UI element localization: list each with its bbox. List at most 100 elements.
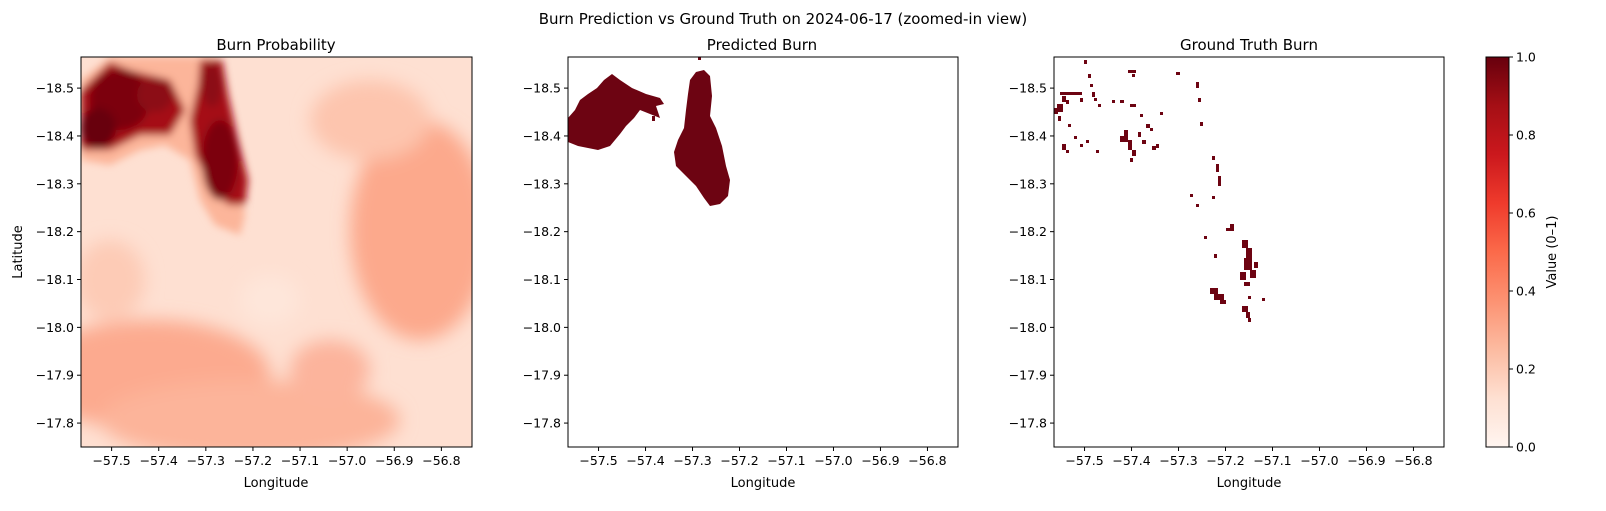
p2-xtick-label: −56.8 bbox=[908, 453, 946, 468]
p3-xtick-label: −57.1 bbox=[1253, 453, 1291, 468]
colorbar: 0.0 0.2 0.4 0.6 0.8 1.0 Value (0–1) bbox=[1485, 50, 1560, 455]
colorbar-ticks: 0.0 0.2 0.4 0.6 0.8 1.0 bbox=[1509, 50, 1536, 455]
panel2-title: Predicted Burn bbox=[707, 36, 817, 54]
panel-ground-truth-burn: Ground Truth Burn −57.5 −57.4 −57.3 −57.2 −5… bbox=[1009, 36, 1445, 491]
p3-ytick-label: −18.0 bbox=[1009, 320, 1047, 335]
panel-predicted-burn: Predicted Burn −57.5 −57.4 −57.3 −57.2 −57.1… bbox=[523, 36, 959, 491]
ground-truth-burn-pixel bbox=[1080, 98, 1083, 102]
p1-xtick-label: −57.2 bbox=[234, 453, 272, 468]
ground-truth-burn-pixel bbox=[1074, 92, 1078, 95]
p3-ytick-label: −18.3 bbox=[1009, 176, 1047, 191]
p1-ytick-label: −18.5 bbox=[36, 81, 74, 96]
ground-truth-burn-pixel bbox=[1200, 122, 1203, 126]
p3-xtick-label: −57.2 bbox=[1206, 453, 1244, 468]
ground-truth-burn-pixel bbox=[1090, 84, 1093, 87]
p3-ytick-label: −18.5 bbox=[1009, 81, 1047, 96]
ground-truth-burn-pixel bbox=[1214, 294, 1224, 300]
panel3-title: Ground Truth Burn bbox=[1180, 36, 1318, 54]
ground-truth-burn-pixel bbox=[1066, 100, 1069, 104]
p1-xtick-label: −57.0 bbox=[328, 453, 366, 468]
ground-truth-burn-pixel bbox=[1160, 112, 1163, 115]
ground-truth-burn-pixel bbox=[1140, 114, 1143, 117]
colorbar-tick-label: 0.4 bbox=[1516, 284, 1536, 299]
panel2-ticks: −57.5 −57.4 −57.3 −57.2 −57.1 −57.0 −56.9 −56.8… bbox=[523, 81, 947, 468]
p2-ytick-label: −17.9 bbox=[523, 368, 561, 383]
ground-truth-burn-pixel bbox=[1088, 74, 1091, 78]
panel1-xlabel: Longitude bbox=[244, 476, 309, 491]
ground-truth-burn-pixel bbox=[1094, 98, 1097, 101]
ground-truth-burn-pixel bbox=[1120, 136, 1128, 142]
p2-ytick-label: −18.5 bbox=[523, 81, 561, 96]
p1-ytick-label: −18.4 bbox=[36, 128, 74, 143]
p2-ytick-label: −18.0 bbox=[523, 320, 561, 335]
p3-xtick-label: −57.4 bbox=[1112, 453, 1150, 468]
ground-truth-burn-pixel bbox=[1176, 72, 1180, 75]
p3-ytick-label: −17.8 bbox=[1009, 416, 1047, 431]
ground-truth-burn-pixel bbox=[1112, 100, 1115, 103]
p1-ytick-label: −17.9 bbox=[36, 368, 74, 383]
panel1-title: Burn Probability bbox=[216, 36, 335, 54]
ground-truth-burn-pixel bbox=[1128, 70, 1136, 73]
p1-xtick-label: −57.3 bbox=[187, 453, 225, 468]
ground-truth-burn-pixel bbox=[1080, 144, 1083, 147]
p1-ytick-label: −18.0 bbox=[36, 320, 74, 335]
panel2-xlabel: Longitude bbox=[731, 476, 796, 491]
ground-truth-burn-pixel bbox=[1214, 254, 1217, 258]
p1-ytick-label: −17.8 bbox=[36, 416, 74, 431]
panel3-xlabel: Longitude bbox=[1217, 476, 1282, 491]
ground-truth-burn-pixel bbox=[1246, 248, 1252, 258]
panel3-ticks: −57.5 −57.4 −57.3 −57.2 −57.1 −57.0 −56.9 −56.8… bbox=[1009, 81, 1433, 468]
ground-truth-burn-pixel bbox=[1196, 204, 1199, 207]
ground-truth-burn-pixel bbox=[1242, 240, 1248, 248]
p2-ytick-label: −18.4 bbox=[523, 128, 561, 143]
panel1-frame bbox=[80, 56, 473, 448]
colorbar-label: Value (0–1) bbox=[1545, 215, 1560, 288]
p3-xtick-label: −56.8 bbox=[1394, 453, 1432, 468]
ground-truth-burn-pixel bbox=[1196, 82, 1199, 88]
colorbar-gradient bbox=[1485, 56, 1510, 448]
p1-ytick-label: −18.1 bbox=[36, 272, 74, 287]
ground-truth-burn-pixel bbox=[1216, 164, 1219, 172]
p2-xtick-label: −57.0 bbox=[814, 453, 852, 468]
p2-ytick-label: −17.8 bbox=[523, 416, 561, 431]
p1-xtick-label: −56.9 bbox=[375, 453, 413, 468]
p1-xtick-label: −57.5 bbox=[92, 453, 130, 468]
ground-truth-burn-pixel bbox=[1190, 194, 1193, 197]
ground-truth-burn-pixel bbox=[1244, 282, 1250, 286]
panel1-ticks: −57.5 −57.4 −57.3 −57.2 −57.1 −57.0 −56.9 −56.8… bbox=[36, 81, 461, 468]
p3-ytick-label: −18.2 bbox=[1009, 224, 1047, 239]
p2-xtick-label: −57.2 bbox=[720, 453, 758, 468]
ground-truth-burn-pixel bbox=[1058, 116, 1061, 121]
p1-ytick-label: −18.3 bbox=[36, 176, 74, 191]
ground-truth-burn-pixel bbox=[1254, 262, 1258, 268]
p1-xtick-label: −57.4 bbox=[140, 453, 178, 468]
ground-truth-burn-pixel bbox=[1156, 144, 1159, 148]
ground-truth-burn-pixel bbox=[1146, 124, 1150, 128]
ground-truth-burn-pixel bbox=[1220, 300, 1226, 304]
ground-truth-burn-pixel bbox=[1092, 92, 1095, 97]
ground-truth-burn-pixel bbox=[1128, 140, 1132, 150]
p3-ytick-label: −18.4 bbox=[1009, 128, 1047, 143]
ground-truth-burn-pixel bbox=[1060, 92, 1082, 95]
ground-truth-burn-pixel bbox=[1150, 128, 1153, 131]
ground-truth-burn-pixel bbox=[1124, 130, 1128, 136]
ground-truth-burn-pixel bbox=[1120, 100, 1124, 103]
p3-xtick-label: −57.0 bbox=[1300, 453, 1338, 468]
ground-truth-burn-pixel bbox=[1062, 96, 1066, 102]
p2-ytick-label: −18.2 bbox=[523, 224, 561, 239]
p2-xtick-label: −57.3 bbox=[673, 453, 711, 468]
colorbar-tick-label: 1.0 bbox=[1516, 50, 1536, 65]
figure-suptitle: Burn Prediction vs Ground Truth on 2024-… bbox=[539, 10, 1028, 28]
ground-truth-burn-pixel bbox=[1068, 124, 1071, 127]
ground-truth-burn-pixel bbox=[1242, 306, 1248, 312]
p1-ytick-label: −18.2 bbox=[36, 224, 74, 239]
p2-xtick-label: −57.1 bbox=[767, 453, 805, 468]
ground-truth-burn-pixel bbox=[1262, 298, 1265, 301]
ground-truth-burn-pixels bbox=[1054, 60, 1265, 322]
p3-ytick-label: −18.1 bbox=[1009, 272, 1047, 287]
panel1-ylabel: Latitude bbox=[11, 225, 26, 279]
p3-ytick-label: −17.9 bbox=[1009, 368, 1047, 383]
panel-burn-probability: Burn Probability bbox=[11, 36, 473, 491]
ground-truth-burn-pixel bbox=[1250, 270, 1256, 278]
